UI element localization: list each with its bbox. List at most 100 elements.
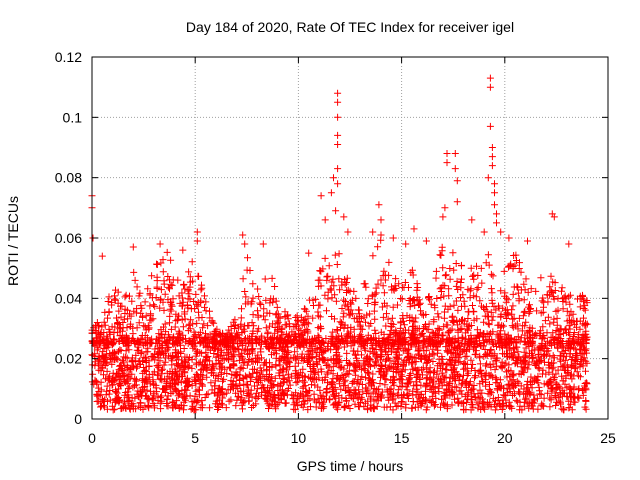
data-point <box>520 385 528 393</box>
data-point <box>511 349 519 357</box>
data-point <box>172 317 180 325</box>
data-point <box>181 368 189 376</box>
data-point <box>114 320 121 328</box>
data-point <box>241 372 249 380</box>
data-point <box>533 307 541 315</box>
data-point <box>335 250 343 258</box>
data-point <box>378 340 386 347</box>
y-tick-label: 0.1 <box>63 109 83 125</box>
data-point <box>470 334 478 342</box>
data-point <box>288 339 296 347</box>
data-point <box>306 296 314 304</box>
data-point <box>179 298 187 306</box>
data-point <box>219 385 227 393</box>
data-point <box>345 402 353 410</box>
data-point <box>103 350 111 358</box>
data-point <box>338 281 346 289</box>
data-point <box>493 362 501 370</box>
data-point <box>488 299 496 307</box>
data-point <box>552 402 560 409</box>
data-point <box>491 180 498 188</box>
data-point <box>331 251 339 259</box>
data-point <box>508 371 516 379</box>
data-point <box>154 354 162 362</box>
data-point <box>360 337 368 345</box>
data-point <box>495 302 502 310</box>
data-point <box>292 389 300 397</box>
data-point <box>153 261 161 268</box>
data-point <box>448 361 456 369</box>
data-point <box>383 302 391 310</box>
data-point <box>343 361 351 369</box>
data-point <box>466 294 474 302</box>
data-point <box>423 365 431 373</box>
data-point <box>524 237 531 245</box>
data-point <box>121 399 129 407</box>
data-point <box>116 346 124 354</box>
data-point <box>249 280 257 288</box>
data-point <box>111 353 119 361</box>
data-point <box>115 380 123 388</box>
data-point <box>256 299 264 307</box>
data-point <box>385 396 393 404</box>
data-point <box>487 308 495 316</box>
data-point <box>488 289 496 297</box>
data-point <box>146 291 154 299</box>
data-point <box>331 400 339 408</box>
data-point <box>375 368 383 376</box>
data-point <box>385 258 393 266</box>
data-point <box>471 367 479 374</box>
data-point <box>437 403 444 411</box>
data-point <box>501 289 509 297</box>
data-point <box>509 372 517 380</box>
data-point <box>505 263 512 271</box>
data-point <box>451 165 459 173</box>
data-point <box>404 395 412 402</box>
data-point <box>534 373 542 381</box>
data-point <box>438 382 446 390</box>
data-point <box>219 377 226 385</box>
data-point <box>350 347 358 355</box>
data-point <box>316 267 324 275</box>
data-point <box>507 367 515 375</box>
data-point <box>156 375 164 383</box>
data-point <box>334 113 342 121</box>
data-point <box>148 272 156 280</box>
data-point <box>578 355 586 363</box>
y-tick-label: 0.02 <box>55 351 82 367</box>
data-point <box>206 357 214 365</box>
data-point <box>481 346 489 353</box>
data-point <box>264 330 272 338</box>
data-point <box>556 326 564 334</box>
data-point <box>469 302 476 309</box>
data-point <box>253 354 261 362</box>
data-point <box>294 318 302 326</box>
data-point <box>305 373 313 381</box>
data-point <box>520 338 528 346</box>
data-point <box>492 374 500 382</box>
x-tick-label: 20 <box>497 430 513 446</box>
data-point <box>332 297 340 305</box>
data-point <box>253 327 261 335</box>
data-point <box>332 333 340 341</box>
data-point <box>554 306 562 314</box>
data-point <box>511 379 519 387</box>
data-point <box>167 256 175 264</box>
data-point <box>284 374 292 382</box>
data-point <box>249 369 257 377</box>
data-point <box>242 293 250 301</box>
data-point <box>388 340 396 347</box>
data-point <box>131 276 139 284</box>
data-point <box>89 370 97 378</box>
data-point <box>415 296 423 304</box>
data-point <box>272 361 280 369</box>
data-point <box>480 330 488 338</box>
data-point <box>222 404 230 412</box>
data-point <box>273 303 281 311</box>
data-point <box>330 355 338 363</box>
data-point <box>535 351 543 359</box>
data-point <box>563 317 571 325</box>
data-point <box>138 348 146 356</box>
data-point <box>341 276 349 283</box>
data-point <box>182 396 189 404</box>
